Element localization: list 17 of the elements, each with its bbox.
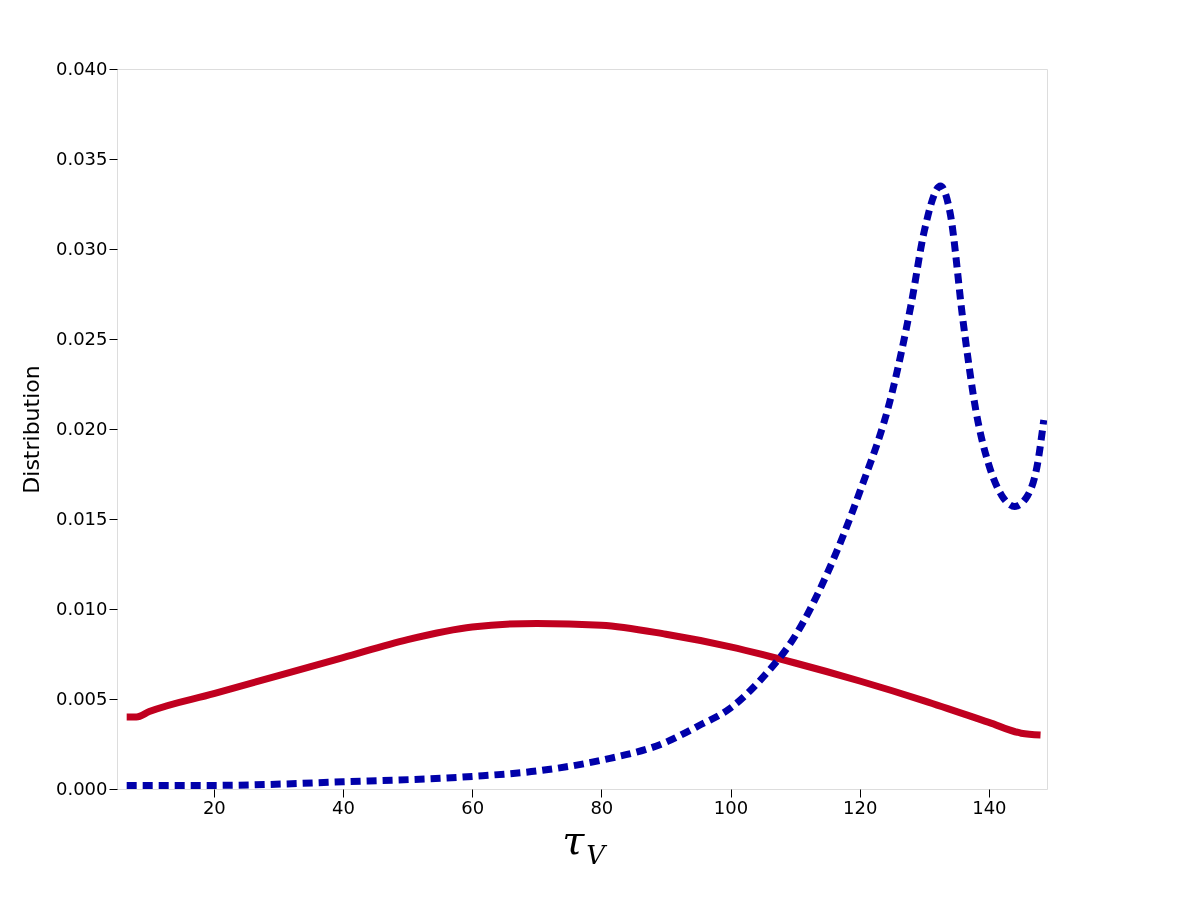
y-axis-title: Distribution: [18, 365, 44, 494]
y-tick-label: 0.040: [55, 57, 108, 79]
x-tick-label: 120: [843, 796, 878, 818]
y-tick-label: 0.020: [55, 417, 108, 439]
x-tick-label: 80: [590, 796, 614, 818]
y-tick-label: 0.035: [55, 147, 108, 169]
y-tick-label: 0.005: [55, 687, 108, 709]
y-tick-label: 0.010: [55, 597, 108, 619]
y-tick-label: 0.025: [55, 327, 108, 349]
x-tick-label: 40: [332, 796, 355, 818]
y-tick-label: 0.030: [55, 237, 108, 259]
x-tick-label: 20: [202, 796, 226, 818]
x-tick-label: 140: [972, 796, 1007, 818]
x-tick-label: 60: [461, 796, 485, 818]
y-tick-label: 0.000: [55, 777, 108, 799]
x-tick-label: 100: [713, 796, 749, 818]
y-tick-label: 0.015: [55, 507, 108, 529]
